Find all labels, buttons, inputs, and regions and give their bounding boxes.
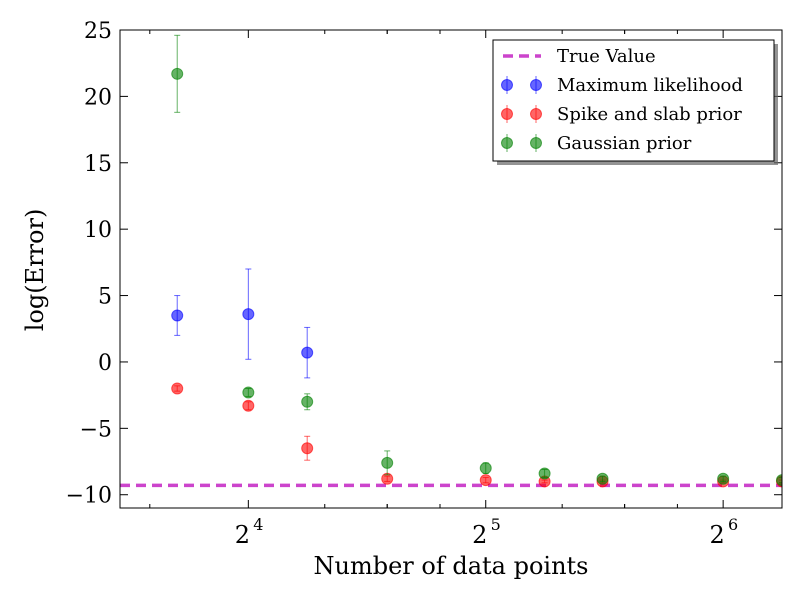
data-point <box>301 346 314 359</box>
legend-entry: Spike and slab prior <box>501 104 742 125</box>
y-axis-label: log(Error) <box>21 209 49 332</box>
plot-layer <box>120 34 782 488</box>
legend-label: Spike and slab prior <box>557 104 742 125</box>
x-tick-label: 2 <box>472 521 487 549</box>
legend-marker-swatch <box>501 137 513 149</box>
data-point <box>717 472 730 485</box>
x-tick-exponent: 5 <box>491 515 501 534</box>
y-tick-label: 15 <box>84 152 112 177</box>
data-point <box>171 67 184 80</box>
y-tick-label: 20 <box>84 85 112 110</box>
data-point <box>301 395 314 408</box>
legend-entries: True Value Maximum likelihood Spike and sl… <box>501 46 743 154</box>
legend-entry: True Value <box>503 46 656 67</box>
series-maximum-likelihood <box>171 268 314 379</box>
plot-frame <box>119 29 783 509</box>
legend-marker-swatch <box>530 79 542 91</box>
data-point <box>538 467 551 480</box>
data-point <box>171 309 184 322</box>
x-tick-label: 2 <box>235 521 250 549</box>
y-tick-label: −5 <box>80 417 112 442</box>
legend-label: Gaussian prior <box>557 133 692 154</box>
plot-area <box>120 34 782 488</box>
y-tick-label: 5 <box>98 285 112 310</box>
legend-entry: Maximum likelihood <box>501 75 743 96</box>
series-spike-and-slab-prior <box>171 382 782 488</box>
data-point <box>301 442 314 455</box>
legend-marker-swatch <box>530 137 542 149</box>
y-tick-label: 10 <box>84 218 112 243</box>
data-point <box>596 472 609 485</box>
legend-marker-swatch <box>530 108 542 120</box>
legend-marker-swatch <box>501 108 513 120</box>
legend-label: Maximum likelihood <box>557 75 743 96</box>
data-point <box>776 474 782 487</box>
y-tick-label: −10 <box>66 484 112 509</box>
x-tick-exponent: 6 <box>728 515 738 534</box>
data-point <box>381 456 394 469</box>
data-point <box>479 462 492 475</box>
y-tick-label: 0 <box>98 351 112 376</box>
x-tick-exponent: 4 <box>253 515 263 534</box>
x-tick-label: 2 <box>710 521 725 549</box>
data-point <box>171 382 184 395</box>
legend-entry: Gaussian prior <box>501 133 692 154</box>
data-point <box>242 308 255 321</box>
legend-marker-swatch <box>501 79 513 91</box>
data-point <box>242 386 255 399</box>
x-axis-label: Number of data points <box>313 552 588 580</box>
data-point <box>242 399 255 412</box>
series-gaussian-prior <box>171 34 782 487</box>
y-tick-label: 25 <box>84 19 112 44</box>
legend: True Value Maximum likelihood Spike and sl… <box>492 39 778 165</box>
data-point <box>479 474 492 487</box>
legend-label: True Value <box>557 46 656 67</box>
